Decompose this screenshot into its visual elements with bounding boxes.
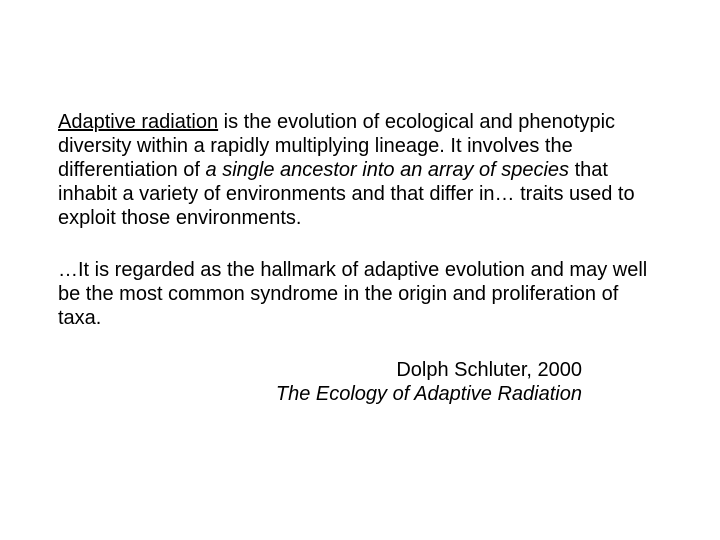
slide-content: Adaptive radiation is the evolution of e… [0, 0, 720, 406]
attribution-title: The Ecology of Adaptive Radiation [58, 382, 582, 406]
attribution-block: Dolph Schluter, 2000 The Ecology of Adap… [58, 358, 662, 406]
para2-run1: …It is regarded as the hallmark of adapt… [58, 259, 647, 329]
attribution-author: Dolph Schluter, 2000 [58, 358, 582, 382]
para1-italic-phrase: a single ancestor into an array of speci… [206, 159, 570, 181]
term-adaptive-radiation: Adaptive radiation [58, 111, 218, 133]
paragraph-2: …It is regarded as the hallmark of adapt… [58, 258, 662, 330]
paragraph-1: Adaptive radiation is the evolution of e… [58, 110, 662, 230]
